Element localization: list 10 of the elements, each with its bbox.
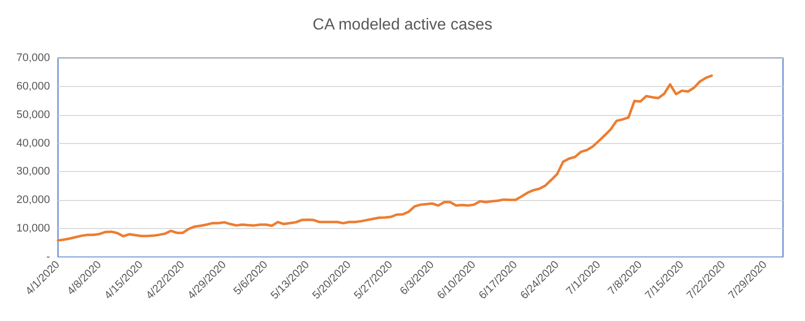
y-tick-label: - [46, 251, 50, 263]
y-tick-label: 30,000 [16, 166, 50, 178]
line-series [56, 74, 713, 242]
y-tick-label: 20,000 [16, 194, 50, 206]
y-tick-label: 70,000 [16, 52, 50, 64]
chart-title: CA modeled active cases [312, 16, 492, 34]
y-tick-label: 40,000 [16, 137, 50, 150]
y-tick-label: 10,000 [16, 222, 50, 235]
y-tick-label: 60,000 [16, 80, 50, 92]
y-tick-label: 50,000 [16, 108, 50, 121]
